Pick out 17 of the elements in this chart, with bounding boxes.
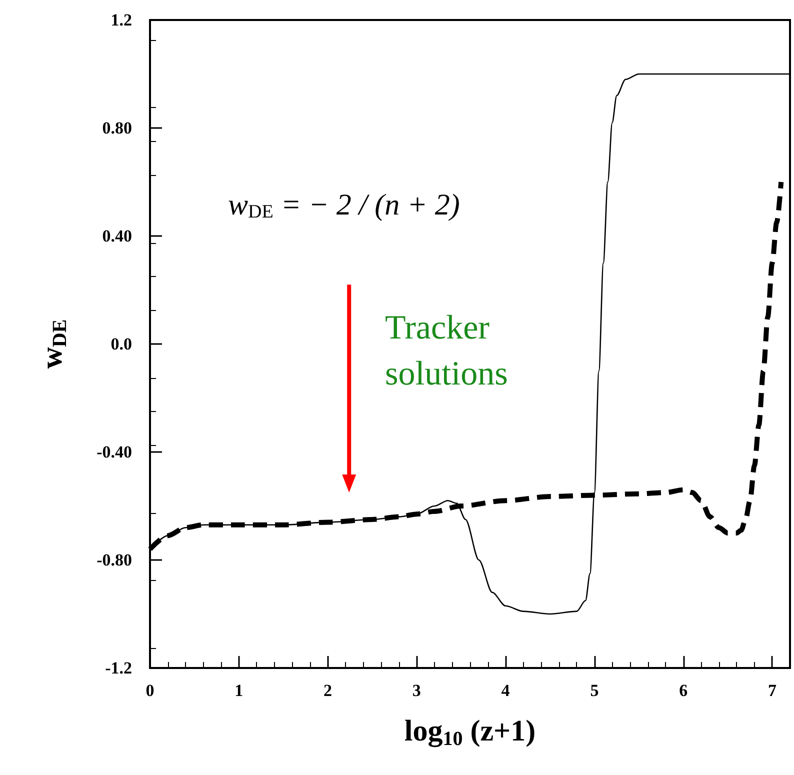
- y-tick-label: -1.2: [105, 658, 132, 678]
- x-tick-label: 1: [234, 681, 244, 700]
- x-tick-label: 7: [768, 681, 777, 700]
- x-tick-label: 0: [146, 681, 154, 700]
- y-tick-label: -0.80: [96, 550, 132, 570]
- y-axis-title: wDE: [36, 319, 71, 369]
- y-tick-label: 0.40: [102, 226, 132, 246]
- x-tick-label: 4: [501, 681, 510, 700]
- y-tick-label: -0.40: [96, 442, 132, 462]
- x-tick-label: 6: [679, 681, 688, 700]
- y-tick-label: 1.2: [110, 10, 132, 30]
- y-tick-label: 0.80: [102, 118, 132, 138]
- x-tick-label: 2: [324, 681, 332, 700]
- annotation: Tracker solutions: [385, 310, 508, 392]
- x-tick-label: 3: [412, 681, 421, 700]
- x-tick-label: 5: [590, 681, 599, 700]
- y-tick-label: 0.0: [110, 334, 132, 354]
